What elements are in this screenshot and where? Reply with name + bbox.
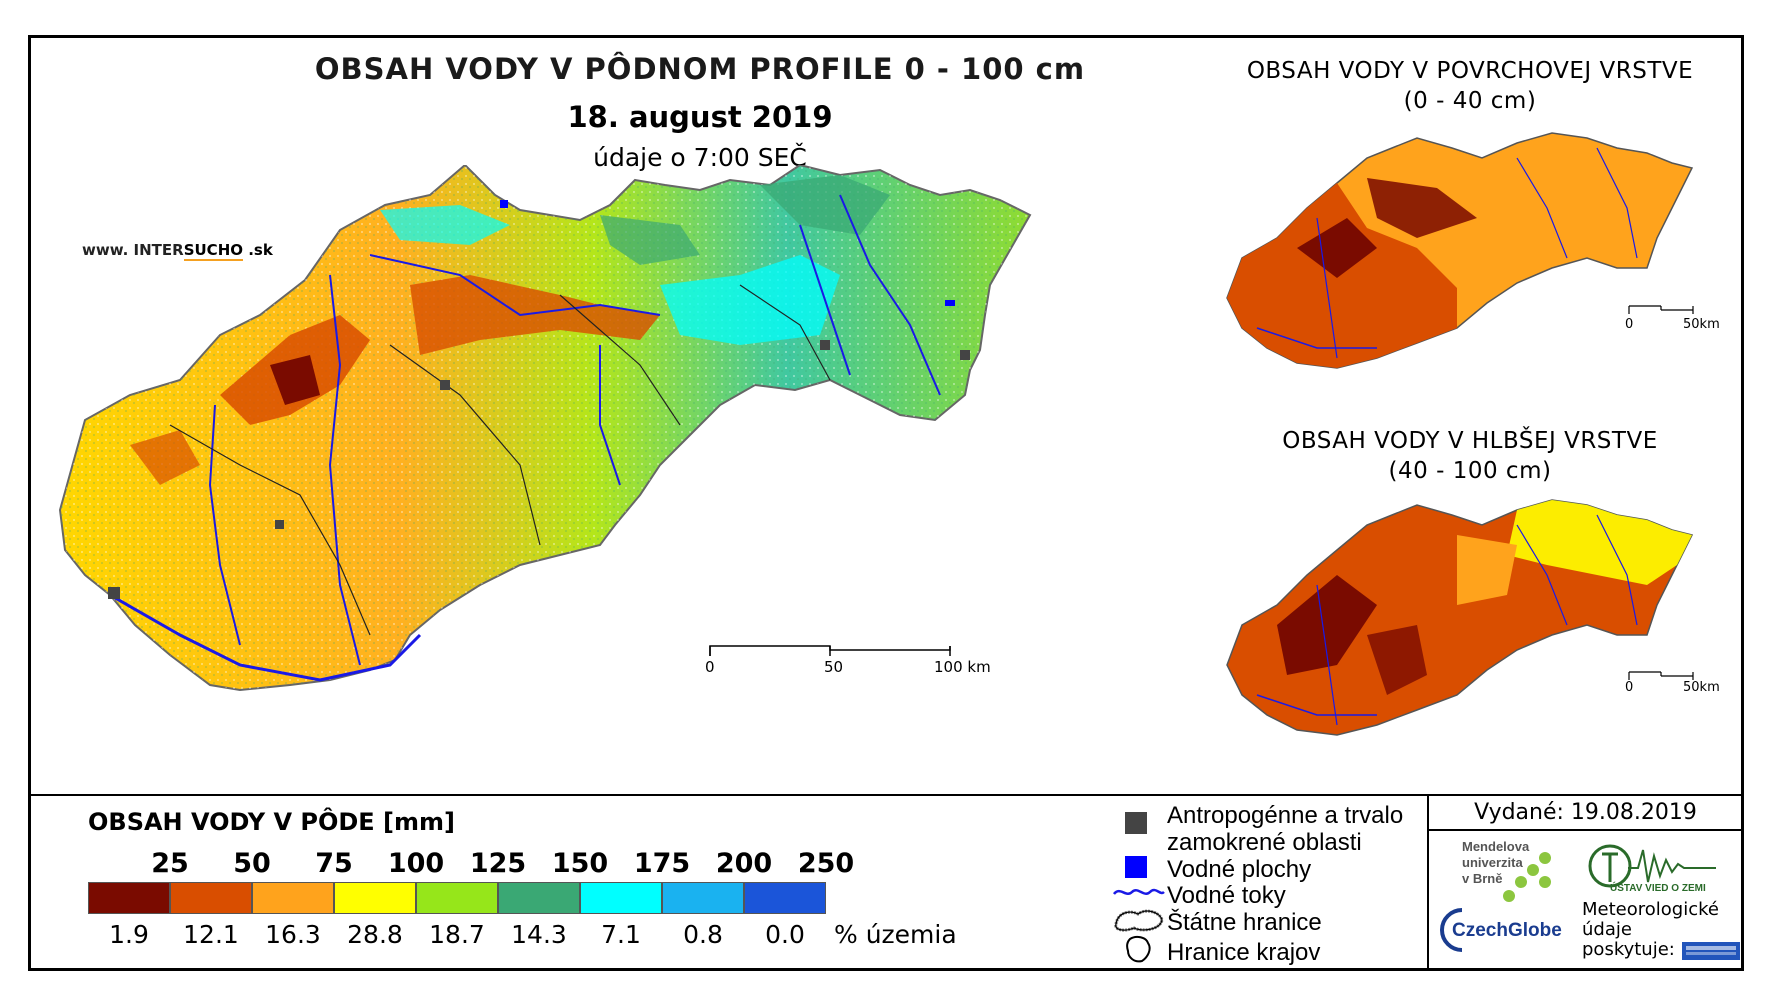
legend-percent-75: 16.3 <box>265 920 321 949</box>
meteo-provider-text: Meteorologické údaje poskytuje: <box>1582 900 1719 960</box>
water-area-symbol <box>1125 856 1147 878</box>
deep-layer-map <box>1226 499 1694 736</box>
surface-scale-0: 0 <box>1625 317 1634 332</box>
legend-threshold-25: 25 <box>151 848 189 879</box>
legend-swatch-200 <box>662 882 744 914</box>
legend-unit: % územia <box>834 920 957 949</box>
legend-threshold-250: 250 <box>797 848 855 879</box>
state-border-label: Štátne hranice <box>1167 909 1322 936</box>
surface-scale-50: 50km <box>1683 317 1720 332</box>
legend-threshold-50: 50 <box>233 848 271 879</box>
legend-percent-250: 0.0 <box>765 920 805 949</box>
legend-percent-50: 12.1 <box>183 920 239 949</box>
issued-divider <box>1427 829 1744 831</box>
uvoz-logo <box>1588 844 1716 888</box>
main-soil-moisture-map <box>58 165 1032 692</box>
legend-swatch-75 <box>252 882 334 914</box>
legend-swatch-175 <box>580 882 662 914</box>
legend-threshold-150: 150 <box>551 848 609 879</box>
deep-title-line2: (40 - 100 cm) <box>1388 458 1552 484</box>
anthropogenic-label-2: zamokrené oblasti <box>1167 829 1362 856</box>
water-areas-label: Vodné plochy <box>1167 856 1312 883</box>
river-symbol <box>1113 888 1165 895</box>
legend-percent-125: 18.7 <box>429 920 485 949</box>
website-suffix: .sk <box>243 241 273 259</box>
region-border-label: Hranice krajov <box>1167 939 1321 966</box>
main-scale-50: 50 <box>824 658 844 676</box>
legend-swatch-100 <box>334 882 416 914</box>
surface-title-line1: OBSAH VODY V POVRCHOVEJ VRSTVE <box>1246 58 1694 84</box>
issued-date: Vydané: 19.08.2019 <box>1474 800 1697 825</box>
legend-threshold-125: 125 <box>469 848 527 879</box>
main-title: OBSAH VODY V PÔDNOM PROFILE 0 - 100 cm <box>314 52 1086 86</box>
rivers-label: Vodné toky <box>1167 882 1286 909</box>
main-scale-0: 0 <box>705 658 715 676</box>
date-title: 18. august 2019 <box>567 100 833 134</box>
footer-divider <box>1427 794 1429 971</box>
main-scale-100: 100 km <box>934 658 991 676</box>
deep-scale-0: 0 <box>1625 680 1634 695</box>
legend-title: OBSAH VODY V PÔDE [mm] <box>88 808 456 836</box>
legend-percent-100: 28.8 <box>347 920 403 949</box>
legend-swatch-25 <box>88 882 170 914</box>
deep-scale-bar <box>1628 671 1694 680</box>
czechglobe-arc-icon <box>1440 908 1463 952</box>
anthropogenic-symbol <box>1125 812 1147 834</box>
deep-scale-50: 50km <box>1683 680 1720 695</box>
website-prefix: www. INTER <box>82 241 184 259</box>
time-subtitle: údaje o 7:00 SEČ <box>593 143 807 172</box>
surface-layer-map <box>1226 132 1694 369</box>
legend-swatch-50 <box>170 882 252 914</box>
main-scale-bar <box>709 645 951 656</box>
legend-swatch-125 <box>416 882 498 914</box>
czechglobe-logo: CzechGlobe <box>1452 920 1562 941</box>
anthropogenic-label-1: Antropogénne a trvalo <box>1167 802 1404 829</box>
surface-title-line2: (0 - 40 cm) <box>1403 88 1537 114</box>
region-border-symbol <box>1126 935 1151 963</box>
mendel-line-3: v Brně <box>1462 871 1503 886</box>
legend-threshold-200: 200 <box>715 848 773 879</box>
meteo-line-1: Meteorologické <box>1582 899 1719 920</box>
legend-percent-200: 0.8 <box>683 920 723 949</box>
meteo-line-2: údaje <box>1582 919 1632 940</box>
uvoz-text: ÚSTAV VIED O ZEMI <box>1610 883 1706 894</box>
website-link[interactable]: www. INTERSUCHO .sk <box>82 241 273 261</box>
legend-swatch-150 <box>498 882 580 914</box>
legend-divider <box>28 794 1744 796</box>
surface-scale-bar <box>1628 305 1694 314</box>
deep-title-line1: OBSAH VODY V HLBŠEJ VRSTVE <box>1282 428 1658 454</box>
meteo-line-3: poskytuje: <box>1582 939 1675 960</box>
mendel-line-1: Mendelova <box>1462 839 1530 854</box>
legend-swatch-250 <box>744 882 826 914</box>
shmu-logo <box>1682 942 1740 960</box>
legend-threshold-75: 75 <box>315 848 353 879</box>
legend-percent-175: 7.1 <box>601 920 641 949</box>
legend-percent-150: 14.3 <box>511 920 567 949</box>
mendel-line-2: univerzita <box>1462 855 1523 870</box>
website-brand: SUCHO <box>183 241 243 261</box>
state-border-symbol <box>1114 909 1164 932</box>
legend-percent-25: 1.9 <box>109 920 149 949</box>
legend-threshold-100: 100 <box>387 848 445 879</box>
mendel-dots-logo <box>1503 852 1551 902</box>
legend-threshold-175: 175 <box>633 848 691 879</box>
